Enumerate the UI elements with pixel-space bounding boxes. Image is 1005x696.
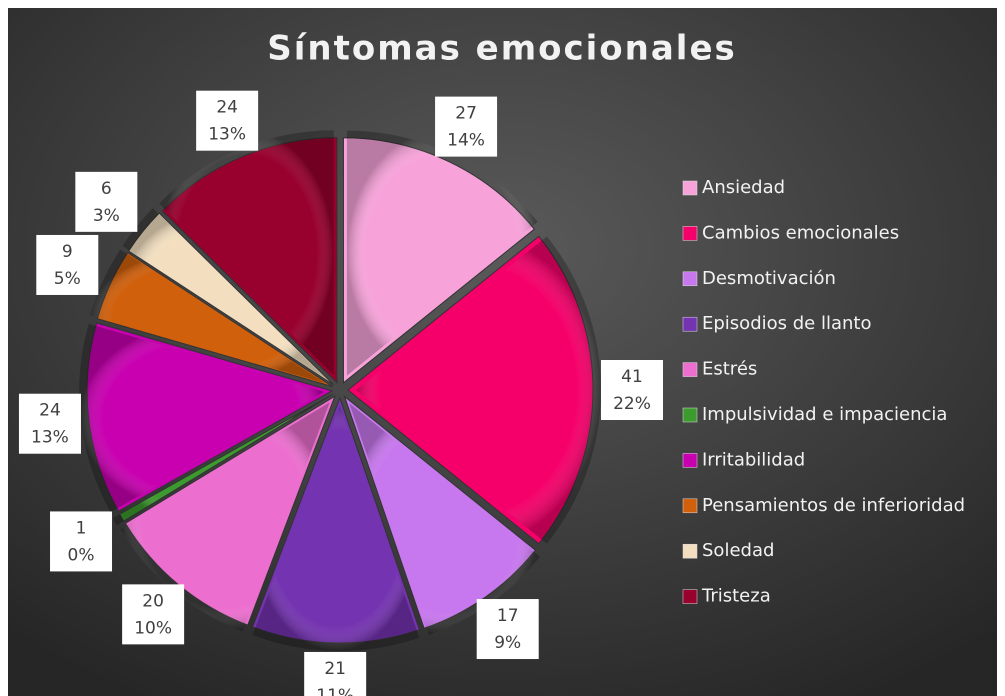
data-label-value: 1 [76, 518, 87, 538]
data-label-percent: 22% [613, 394, 651, 414]
data-label-value: 9 [62, 242, 73, 262]
legend-label: Desmotivación [702, 268, 836, 289]
data-label-value: 41 [621, 367, 643, 387]
data-label-box [75, 171, 138, 232]
data-label-value: 24 [216, 98, 238, 118]
legend-label: Episodios de llanto [702, 313, 871, 334]
data-label-value: 17 [497, 606, 519, 626]
data-label-box [50, 511, 113, 572]
data-label-percent: 3% [93, 206, 120, 226]
legend-swatch [682, 180, 698, 196]
data-label-percent: 9% [494, 633, 521, 653]
legend-label: Ansiedad [702, 177, 785, 198]
data-label-percent: 14% [447, 131, 485, 151]
legend-swatch [682, 407, 698, 423]
legend-swatch [682, 362, 698, 377]
legend-swatch [682, 271, 698, 287]
data-label-box [476, 599, 539, 660]
data-label-box [435, 96, 498, 157]
data-label-value: 6 [101, 179, 112, 199]
legend-label: Cambios emocionales [702, 222, 899, 243]
data-label-value: 21 [324, 659, 346, 679]
data-label-percent: 5% [54, 269, 81, 289]
chart-title: Síntomas emocionales [267, 29, 737, 69]
legend-label: Tristeza [701, 586, 771, 607]
legend-label: Soledad [702, 540, 774, 561]
data-label-box [36, 234, 99, 295]
data-label-percent: 13% [31, 428, 69, 448]
data-label-percent: 0% [68, 545, 95, 565]
legend-swatch [682, 543, 698, 559]
data-label-box [601, 360, 663, 420]
legend-swatch [682, 498, 698, 514]
data-label-box [122, 584, 185, 645]
data-label-box [196, 90, 259, 151]
data-label-value: 27 [455, 104, 477, 124]
legend-swatch [682, 453, 698, 468]
data-label-percent: 13% [208, 125, 246, 145]
legend-label: Irritabilidad [702, 449, 805, 470]
data-label-value: 24 [39, 401, 61, 421]
legend-swatch [682, 226, 698, 241]
data-label-percent: 11% [316, 686, 354, 696]
legend-label: Pensamientos de inferioridad [702, 495, 965, 516]
legend-swatch [682, 589, 698, 604]
data-label-value: 20 [142, 591, 164, 611]
legend-label: Estrés [702, 359, 757, 380]
data-label-box [304, 651, 367, 696]
legend-swatch [682, 316, 698, 332]
legend-label: Impulsividad e impaciencia [702, 404, 947, 425]
data-label-box [18, 393, 81, 454]
data-label-percent: 10% [134, 618, 172, 638]
